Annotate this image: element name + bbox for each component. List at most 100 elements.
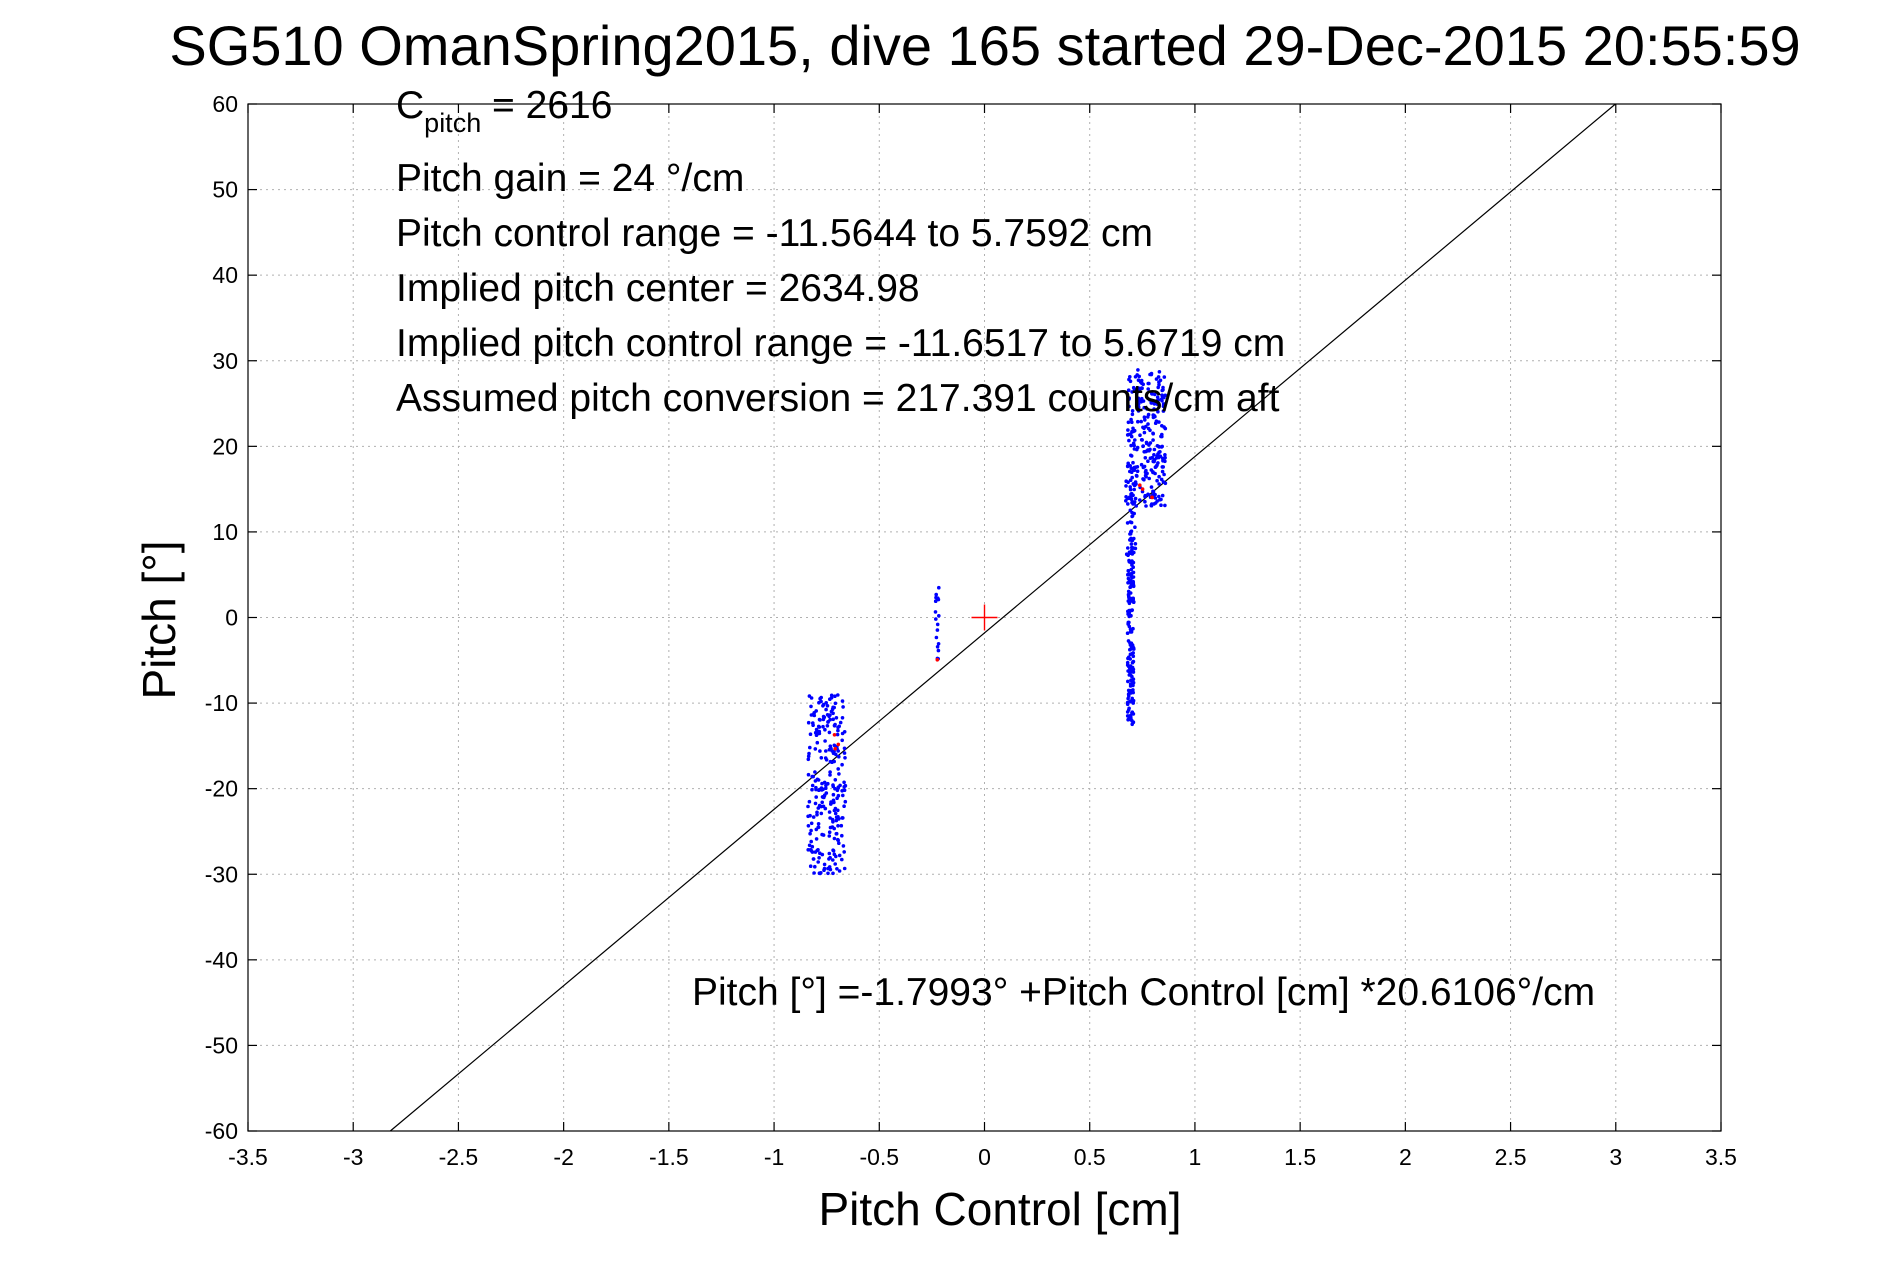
data-point xyxy=(1144,424,1148,429)
data-point xyxy=(1126,432,1131,437)
data-point xyxy=(1128,664,1133,668)
data-point xyxy=(811,857,816,861)
data-point xyxy=(1146,492,1150,497)
data-point xyxy=(1129,491,1134,496)
data-point xyxy=(1130,722,1134,727)
x-tick-label: -1.5 xyxy=(649,1144,689,1170)
data-point xyxy=(1163,455,1167,460)
data-point xyxy=(828,770,832,774)
data-point xyxy=(1152,453,1156,457)
data-point xyxy=(935,658,940,662)
axis-ticks xyxy=(247,103,1722,1132)
data-point xyxy=(811,815,816,819)
data-point xyxy=(834,831,839,836)
y-tick-labels: -60 -50 -40 -30 -20 -10 0 10 20 30 40 50 60 xyxy=(205,91,238,1144)
data-point xyxy=(842,746,847,751)
data-point xyxy=(1148,398,1152,402)
data-point xyxy=(1133,546,1138,551)
y-tick-label: -50 xyxy=(205,1032,238,1058)
data-point xyxy=(1126,546,1130,550)
data-point xyxy=(1156,409,1160,414)
x-tick-label: 0.5 xyxy=(1074,1144,1106,1170)
data-point xyxy=(1127,596,1131,600)
data-point xyxy=(806,772,811,777)
data-point xyxy=(827,730,832,735)
data-point xyxy=(1129,453,1133,458)
data-point xyxy=(1140,381,1144,386)
data-point xyxy=(840,857,844,862)
pitch-control-range-annotation: Pitch control range = -11.5644 to 5.7592… xyxy=(396,212,1153,255)
x-tick-label: 3.5 xyxy=(1705,1144,1737,1170)
data-point xyxy=(818,749,822,753)
data-point xyxy=(1160,493,1165,498)
data-point xyxy=(836,808,840,813)
chart-title: SG510 OmanSpring2015, dive 165 started 2… xyxy=(169,14,1800,77)
data-point xyxy=(1127,438,1131,443)
data-point xyxy=(1129,542,1134,546)
data-point xyxy=(817,803,822,808)
data-point xyxy=(843,799,848,804)
y-axis-label: Pitch [°] xyxy=(133,540,185,699)
data-point xyxy=(806,754,811,759)
c-pitch-base: C xyxy=(396,84,424,127)
data-point xyxy=(831,798,836,803)
data-point xyxy=(835,732,840,737)
data-point xyxy=(842,751,847,755)
data-point xyxy=(1141,465,1146,470)
x-tick-label: -1 xyxy=(764,1144,784,1170)
data-point xyxy=(1139,378,1144,383)
data-point xyxy=(1163,426,1168,431)
data-point xyxy=(1127,694,1131,698)
data-point xyxy=(1130,475,1134,480)
data-point xyxy=(1132,487,1136,492)
data-point xyxy=(1125,521,1130,525)
data-point xyxy=(827,834,832,838)
x-tick-label: 3 xyxy=(1609,1144,1622,1170)
data-point xyxy=(814,727,819,732)
data-point xyxy=(936,648,941,653)
data-point xyxy=(1130,711,1134,715)
x-tick-label: 1 xyxy=(1189,1144,1202,1170)
data-point xyxy=(840,716,845,720)
data-point xyxy=(843,756,847,760)
data-point xyxy=(1135,474,1139,478)
data-point xyxy=(1157,383,1161,387)
data-point xyxy=(934,592,938,597)
y-tick-label: -10 xyxy=(205,690,238,716)
data-point xyxy=(824,707,828,712)
data-point xyxy=(1128,379,1133,384)
data-point xyxy=(807,843,812,848)
data-point xyxy=(1154,377,1159,381)
data-point xyxy=(1136,409,1141,413)
data-point xyxy=(820,788,824,792)
data-point xyxy=(1131,560,1136,565)
center-marker xyxy=(971,604,998,631)
data-point xyxy=(825,724,830,728)
data-point xyxy=(1129,678,1133,682)
data-point xyxy=(811,723,815,727)
data-point xyxy=(1136,368,1140,372)
data-point xyxy=(1163,481,1168,486)
data-point xyxy=(823,739,827,743)
data-point xyxy=(1133,525,1137,529)
data-point xyxy=(1130,608,1134,613)
x-axis-label: Pitch Control [cm] xyxy=(819,1183,1182,1235)
fit-line xyxy=(389,103,1616,1132)
data-point xyxy=(1153,496,1158,500)
data-point xyxy=(838,720,843,725)
data-point xyxy=(817,729,822,734)
y-tick-label: 20 xyxy=(212,433,238,459)
data-point xyxy=(813,801,818,806)
data-point xyxy=(1144,474,1148,479)
data-point xyxy=(1126,569,1131,573)
data-point xyxy=(1144,504,1148,508)
data-point xyxy=(1142,405,1146,410)
data-point xyxy=(832,743,837,748)
data-point xyxy=(836,785,841,789)
y-tick-label: -60 xyxy=(205,1118,238,1144)
data-point xyxy=(814,795,818,799)
data-point xyxy=(818,718,822,722)
data-point xyxy=(1130,550,1135,555)
data-point xyxy=(816,778,821,782)
